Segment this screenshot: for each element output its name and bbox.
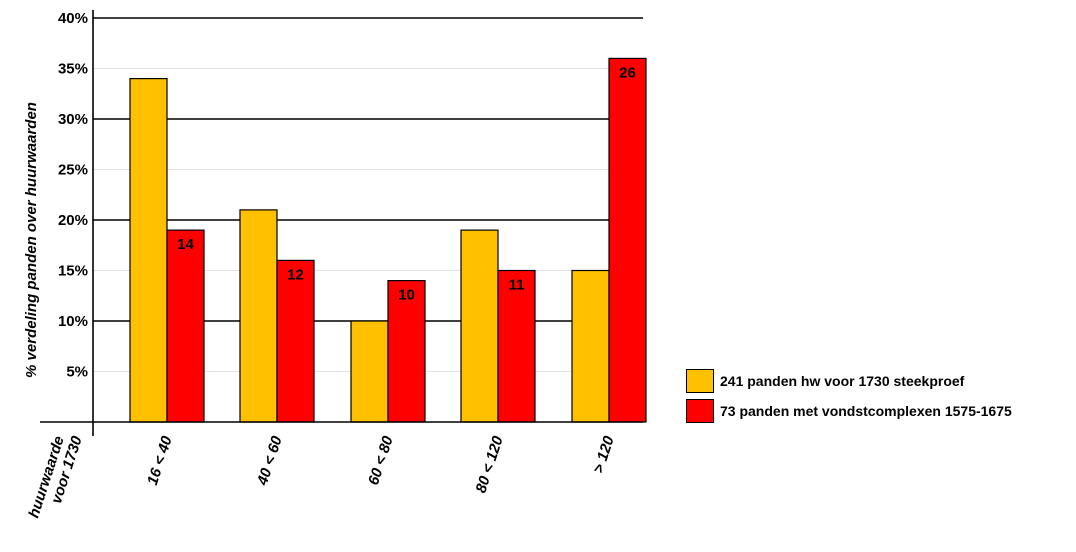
bar-series2-3 xyxy=(387,280,426,423)
data-label-series2-4: 11 xyxy=(509,277,525,294)
bars xyxy=(129,57,647,423)
data-label-series2-3: 10 xyxy=(398,287,415,304)
bar-series1-1 xyxy=(129,77,168,423)
data-label-series2-2: 12 xyxy=(287,266,304,283)
bar-series2-5 xyxy=(608,57,647,423)
bar-series2-1 xyxy=(166,229,205,423)
bar-series1-2 xyxy=(239,209,278,423)
bar-series1-3 xyxy=(350,320,389,423)
legend: 241 panden hw voor 1730 steekproef 73 pa… xyxy=(686,366,1012,426)
y-tick-label-5: 5% xyxy=(66,364,88,381)
bar-series1-5 xyxy=(571,269,610,423)
x-category-label-2: 40 < 60 xyxy=(254,433,286,488)
legend-swatch-series-1 xyxy=(686,369,714,393)
y-tick-label-30: 30% xyxy=(58,111,88,128)
y-axis-title: % verdeling panden over huurwaarden xyxy=(23,102,40,378)
legend-label-series-2: 73 panden met vondstcomplexen 1575-1675 xyxy=(720,403,1012,419)
y-tick-label-35: 35% xyxy=(58,61,88,78)
legend-item-series-2: 73 panden met vondstcomplexen 1575-1675 xyxy=(686,396,1012,426)
y-tick-label-20: 20% xyxy=(58,212,88,229)
legend-swatch-series-2 xyxy=(686,399,714,423)
labels: 14 12 10 11 26 5% 10% 15% 20% 25% 30% 35% 40% % verde… xyxy=(23,10,636,520)
x-category-label-5: > 120 xyxy=(590,433,618,475)
y-tick-label-25: 25% xyxy=(58,162,88,179)
data-label-series2-1: 14 xyxy=(177,236,194,253)
y-tick-label-15: 15% xyxy=(58,263,88,280)
x-category-label-4: 80 < 120 xyxy=(472,433,507,495)
y-tick-label-40: 40% xyxy=(58,10,88,27)
x-category-label-1: 16 < 40 xyxy=(144,433,176,487)
axes xyxy=(40,10,643,436)
data-label-series2-5: 26 xyxy=(619,64,636,81)
bar-series2-2 xyxy=(276,259,315,423)
y-tick-label-10: 10% xyxy=(58,313,88,330)
bar-series1-4 xyxy=(460,229,499,423)
legend-label-series-1: 241 panden hw voor 1730 steekproef xyxy=(720,373,965,389)
legend-item-series-1: 241 panden hw voor 1730 steekproef xyxy=(686,366,1012,396)
x-category-label-3: 60 < 80 xyxy=(365,433,397,487)
